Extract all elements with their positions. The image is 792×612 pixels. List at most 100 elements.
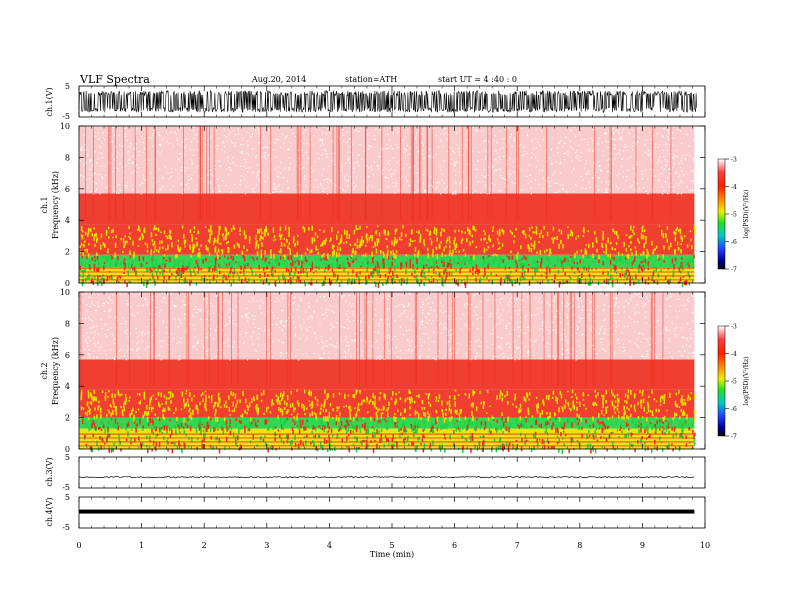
spectrogram-fleck [385, 280, 388, 285]
spectrogram-fleck [388, 256, 390, 260]
spectrogram-fleck [217, 428, 219, 431]
spectrogram-fleck [629, 277, 632, 283]
spectrogram-speckle [631, 295, 633, 297]
spectrogram-fleck [483, 237, 485, 241]
spectrogram-speckle [617, 187, 619, 189]
spectrogram-speckle [473, 310, 475, 312]
spectrogram-speckle [258, 333, 260, 335]
spectrogram-fleck [178, 440, 180, 446]
spectrogram-speckle [326, 178, 328, 180]
spectrogram-speckle [88, 296, 90, 298]
spectrogram-speckle [326, 156, 328, 158]
spectrogram-speckle [634, 320, 636, 323]
spectrogram-speckle [588, 181, 590, 183]
spectrogram-fleck [377, 271, 379, 277]
spectrogram-fleck [611, 282, 614, 288]
spectrogram-speckle [161, 139, 163, 141]
spectrogram-fleck [167, 244, 169, 250]
spectrogram-speckle [499, 130, 501, 132]
spectrogram-speckle [398, 127, 400, 130]
spectrogram-speckle [248, 312, 250, 314]
spectrogram-speckle [273, 183, 275, 185]
spectrogram-speckle [498, 190, 500, 192]
spectrogram-speckle [513, 298, 515, 300]
spectrogram-speckle [300, 328, 303, 330]
spectrogram-fleck [347, 272, 349, 275]
spectrogram-speckle [614, 304, 616, 306]
spectrogram-speckle [400, 128, 402, 131]
spectrogram-speckle [180, 182, 182, 185]
spectrogram-fleck [353, 278, 356, 284]
spectrogram-speckle [480, 345, 482, 347]
spectrogram-speckle [530, 187, 532, 189]
spectrogram-speckle [348, 350, 350, 352]
spectrogram-speckle [382, 148, 384, 151]
spectrogram-speckle [150, 319, 153, 321]
spectrogram-fleck [473, 254, 475, 261]
spectrogram-speckle [196, 133, 198, 136]
spectrogram-speckle [526, 134, 528, 136]
spectrogram-speckle [668, 184, 670, 186]
spectrogram-speckle [288, 157, 291, 159]
spectrogram-speckle [279, 191, 281, 193]
spectrogram-speckle [601, 348, 603, 350]
spectrogram-speckle [500, 190, 503, 192]
spectrogram-fleck [678, 247, 680, 250]
spectrogram-fleck [664, 276, 667, 281]
spectrogram-speckle [234, 145, 236, 147]
spectrogram-speckle [322, 313, 325, 315]
spectrogram-speckle [155, 358, 157, 360]
spectrogram-speckle [323, 318, 325, 320]
spectrogram-fleck [587, 443, 589, 450]
spectrogram-speckle [629, 340, 631, 342]
spectrogram-speckle [222, 142, 224, 144]
spectrogram-speckle [562, 145, 564, 148]
spectrogram-fleck [552, 446, 554, 449]
spectrogram-speckle [174, 306, 176, 308]
spectrogram-fleck [445, 269, 448, 271]
spectrogram-fleck [663, 260, 665, 264]
spectrogram-fleck [359, 241, 362, 244]
spectrogram-fleck [580, 249, 583, 253]
spectrogram-speckle [193, 126, 195, 128]
spectrogram-speckle [634, 173, 636, 175]
spectrogram-speckle [368, 148, 370, 150]
spectrogram-speckle [251, 343, 253, 345]
spectrogram-speckle [514, 182, 516, 184]
spectrogram-fleck [447, 262, 449, 266]
spectrogram-speckle [199, 318, 202, 320]
spectrogram-fleck [465, 257, 467, 263]
spectrogram-speckle [426, 322, 429, 324]
spectrogram-speckle [495, 150, 497, 152]
spectrogram-speckle [227, 157, 229, 159]
spectrogram-speckle [124, 331, 126, 333]
spectrogram-fleck [104, 255, 107, 260]
spectrogram-fleck [108, 275, 111, 279]
spectrogram-speckle [555, 328, 557, 330]
spectrogram-fleck [372, 431, 374, 436]
spectrogram-speckle [247, 317, 249, 319]
spectrogram-speckle [224, 325, 226, 327]
spectrogram-speckle [646, 298, 648, 300]
spectrogram-speckle [381, 173, 383, 175]
spectrogram-speckle [113, 357, 115, 359]
spectrogram-fleck [346, 257, 349, 261]
spectrogram-speckle [409, 147, 411, 149]
spectrogram-speckle [636, 337, 638, 340]
spectrogram-speckle [501, 177, 504, 179]
spectrogram-speckle [327, 308, 329, 310]
spectrogram-fleck [334, 273, 337, 278]
spectrogram-speckle [91, 164, 93, 167]
spectrogram-speckle [258, 327, 261, 330]
spectrogram-fleck [428, 232, 431, 236]
spectrogram-fleck [94, 259, 97, 262]
spectrogram-speckle [664, 181, 667, 183]
spectrogram-speckle [631, 184, 634, 186]
spectrogram-speckle [385, 296, 387, 298]
spectrogram-speckle [357, 302, 359, 304]
spectrogram-fleck [352, 259, 355, 263]
spectrogram-speckle [201, 339, 203, 341]
spectrogram-fleck [213, 267, 215, 272]
spectrogram-fleck [402, 225, 404, 229]
spectrogram-fleck [647, 267, 650, 270]
